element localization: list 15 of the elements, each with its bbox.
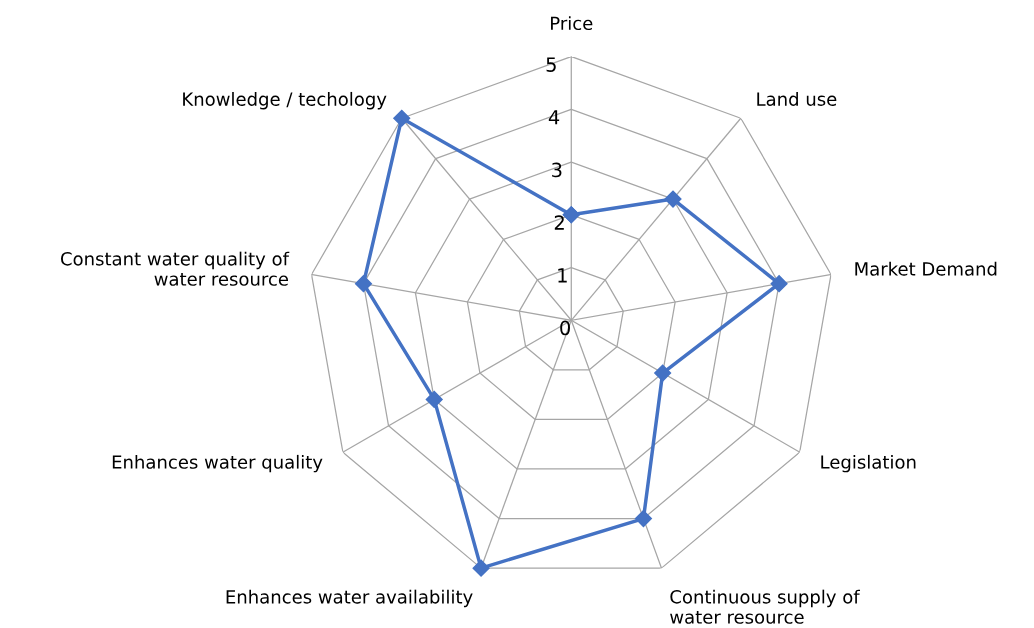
spoke-label: Market Demand (855, 261, 997, 276)
y-tick-label: 2 (554, 215, 564, 230)
spoke-label: Enhances water availability (226, 589, 473, 608)
spoke-label: Enhances water quality (112, 454, 323, 473)
spoke-label: Land use (757, 91, 837, 106)
spoke-label: Price (551, 16, 593, 31)
spoke-label: Continuous supply of water resource (670, 589, 861, 624)
y-tick-label: 5 (546, 57, 556, 72)
spoke-label: Constant water quality of water resource (60, 251, 290, 286)
spoke-label: Knowledge / techology (183, 91, 387, 110)
spoke-label: Legislation (821, 454, 916, 473)
y-tick-label: 3 (552, 162, 562, 178)
y-tick-label: 0 (560, 320, 570, 336)
y-tick-label: 4 (548, 110, 560, 125)
y-tick-label: 1 (558, 268, 567, 283)
